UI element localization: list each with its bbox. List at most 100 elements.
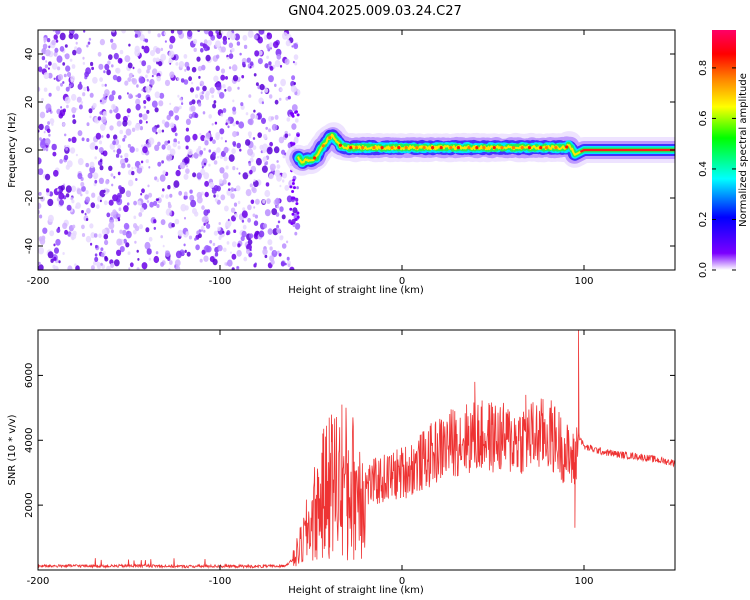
x-tick-label: 100 <box>574 276 593 287</box>
noise-blob <box>143 100 147 104</box>
noise-blob <box>287 263 291 268</box>
noise-blob <box>185 118 191 126</box>
noise-blob <box>56 228 61 233</box>
track-peak <box>321 144 325 148</box>
noise-blob <box>80 193 83 197</box>
noise-blob <box>70 147 76 154</box>
noise-blob <box>169 102 172 106</box>
noise-blob <box>60 82 63 87</box>
noise-blob <box>72 114 76 118</box>
noise-blob <box>294 231 298 236</box>
noise-blob <box>102 93 106 98</box>
track-peak <box>380 146 384 150</box>
noise-blob <box>258 30 265 35</box>
noise-blob <box>292 207 298 214</box>
noise-blob <box>147 64 152 71</box>
noise-blob <box>173 138 177 143</box>
noise-blob <box>181 102 184 105</box>
noise-blob <box>56 86 61 92</box>
noise-blob <box>135 94 138 98</box>
noise-blob <box>139 207 145 213</box>
noise-blob <box>231 253 237 260</box>
noise-blob <box>167 201 171 206</box>
noise-blob <box>153 226 156 230</box>
noise-blob <box>48 72 53 79</box>
noise-blob <box>51 39 56 46</box>
noise-blob <box>76 47 82 55</box>
snr-y-label: SNR (10 * v/v) <box>7 414 18 485</box>
noise-blob <box>132 74 135 78</box>
noise-blob <box>60 106 63 109</box>
noise-blob <box>213 185 219 192</box>
noise-blob <box>87 173 91 178</box>
noise-blob <box>236 41 241 46</box>
noise-blob <box>145 74 148 79</box>
noise-blob <box>216 199 221 205</box>
x-tick-label: -100 <box>209 576 232 587</box>
noise-blob <box>175 250 182 259</box>
noise-blob <box>214 121 218 125</box>
noise-blob <box>127 114 130 118</box>
noise-blob <box>267 67 270 70</box>
noise-blob <box>177 229 183 237</box>
noise-blob <box>118 207 122 211</box>
noise-blob <box>197 102 202 107</box>
noise-blob <box>131 166 134 170</box>
noise-blob <box>276 53 282 60</box>
noise-blob <box>225 76 228 80</box>
noise-blob <box>174 115 180 121</box>
noise-blob <box>284 133 289 138</box>
noise-blob <box>135 147 139 152</box>
track-peak <box>520 146 524 150</box>
noise-blob <box>53 243 56 247</box>
noise-blob <box>249 157 254 163</box>
noise-blob <box>64 53 70 60</box>
noise-blob <box>43 130 46 134</box>
noise-blob <box>46 38 51 43</box>
track-peak <box>511 146 516 150</box>
noise-blob <box>82 92 86 97</box>
noise-blob <box>266 198 271 205</box>
noise-blob <box>123 134 127 139</box>
noise-blob <box>87 41 91 45</box>
noise-blob <box>193 152 199 159</box>
noise-blob <box>184 61 190 68</box>
noise-blob <box>80 101 84 104</box>
noise-blob <box>196 196 203 204</box>
noise-blob <box>184 191 188 197</box>
noise-blob <box>185 168 190 175</box>
noise-blob <box>205 132 211 139</box>
noise-blob <box>194 113 199 119</box>
noise-blob <box>261 101 264 105</box>
noise-blob <box>214 252 219 257</box>
track-peak <box>349 146 353 150</box>
track-peak <box>439 146 443 150</box>
noise-blob <box>253 109 256 113</box>
noise-blob <box>276 224 280 229</box>
noise-blob <box>241 210 248 218</box>
noise-blob <box>135 103 141 111</box>
noise-blob <box>123 238 127 244</box>
noise-blob <box>168 50 175 58</box>
noise-blob <box>132 229 137 235</box>
noise-blob <box>193 38 198 45</box>
noise-blob <box>204 140 209 146</box>
noise-blob <box>247 30 254 38</box>
noise-blob <box>107 60 111 65</box>
noise-blob <box>115 68 119 73</box>
noise-blob <box>53 77 56 81</box>
noise-blob <box>169 44 173 50</box>
noise-blob <box>240 102 244 107</box>
noise-blob <box>48 45 51 49</box>
noise-blob <box>196 172 202 180</box>
noise-blob <box>129 262 134 268</box>
noise-blob <box>232 106 237 112</box>
noise-blob <box>71 107 77 114</box>
noise-blob <box>127 251 131 255</box>
noise-blob <box>269 141 273 147</box>
noise-blob <box>273 250 276 254</box>
noise-blob <box>176 77 180 81</box>
noise-blob <box>225 122 228 126</box>
noise-blob <box>106 133 110 139</box>
noise-blob <box>104 239 109 246</box>
